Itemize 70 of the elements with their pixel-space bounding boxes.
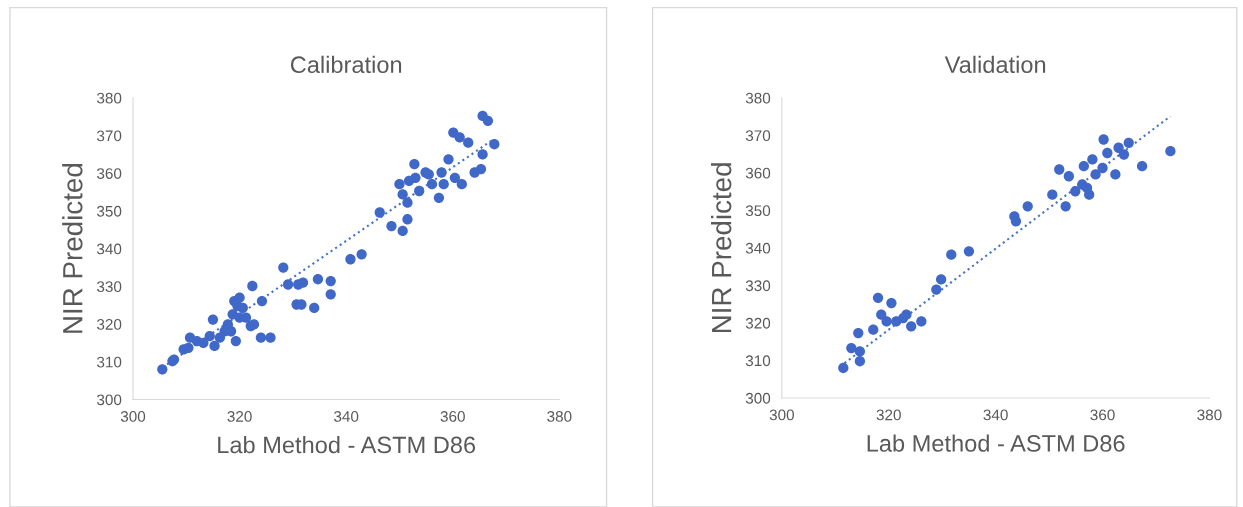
x-tick-label: 380: [1197, 409, 1222, 421]
point: [881, 316, 892, 327]
point: [963, 246, 975, 257]
y-tick-label: 370: [745, 130, 771, 142]
chart-title: Validation: [944, 55, 1046, 74]
point: [1098, 134, 1109, 145]
y-tick-label: 350: [745, 205, 771, 217]
y-tick-label: 350: [96, 205, 122, 217]
point: [1047, 189, 1058, 200]
point: [846, 342, 857, 354]
x-tick-label: 360: [1090, 409, 1115, 421]
point: [1010, 216, 1022, 227]
y-axis-title: NIR Predicted: [62, 164, 83, 333]
x-tick-label: 380: [547, 411, 572, 422]
x-tick-label: 360: [440, 411, 465, 422]
x-tick-label: 320: [227, 411, 252, 422]
y-tick-label: 320: [96, 318, 122, 330]
point: [854, 356, 866, 367]
y-tick-label: 310: [96, 356, 122, 368]
point: [1063, 171, 1075, 182]
point: [1054, 164, 1065, 175]
y-tick-label: 300: [745, 392, 771, 404]
point: [935, 274, 947, 285]
x-tick-label: 320: [876, 409, 901, 421]
point: [1070, 186, 1081, 197]
y-axis-title: NIR Predicted: [711, 163, 732, 333]
point: [1110, 169, 1121, 180]
x-axis-title: Lab Method - ASTM D86: [867, 434, 1125, 452]
point: [1123, 137, 1134, 149]
y-tick-label: 330: [96, 281, 122, 293]
x-tick-label: 300: [769, 409, 794, 421]
point: [838, 362, 849, 374]
y-tick-label: 370: [96, 130, 122, 142]
x-tick-label: 300: [120, 411, 146, 422]
y-tick-label: 330: [745, 280, 771, 292]
point: [1090, 169, 1101, 180]
point: [872, 292, 884, 303]
point: [1060, 201, 1071, 212]
point: [1022, 201, 1033, 212]
y-tick-label: 360: [745, 167, 771, 179]
point: [876, 309, 887, 320]
y-tick-label: 340: [96, 243, 122, 255]
point: [1087, 154, 1098, 165]
point: [1165, 145, 1176, 157]
point: [868, 324, 879, 335]
point: [1136, 160, 1148, 172]
point: [906, 321, 917, 332]
point: [931, 284, 942, 295]
point: [946, 249, 957, 260]
y-tick-label: 300: [96, 394, 122, 406]
chart-title: Calibration: [290, 55, 402, 74]
point: [1081, 182, 1093, 194]
x-axis-title: Lab Method - ASTM D86: [218, 435, 476, 454]
y-tick-label: 380: [96, 92, 122, 104]
x-tick-label: 340: [983, 409, 1008, 421]
x-tick-label: 340: [334, 411, 359, 422]
y-tick-label: 380: [745, 92, 771, 104]
point: [886, 297, 897, 309]
y-tick-label: 320: [745, 317, 771, 329]
point: [1102, 147, 1113, 159]
y-tick-label: 360: [96, 168, 122, 179]
point: [854, 346, 866, 357]
point: [916, 316, 927, 327]
point: [1078, 160, 1089, 172]
y-tick-label: 340: [745, 242, 771, 254]
point: [1097, 162, 1108, 174]
point: [901, 309, 912, 320]
point: [1118, 149, 1130, 160]
point: [853, 327, 864, 339]
y-tick-label: 310: [745, 355, 771, 367]
